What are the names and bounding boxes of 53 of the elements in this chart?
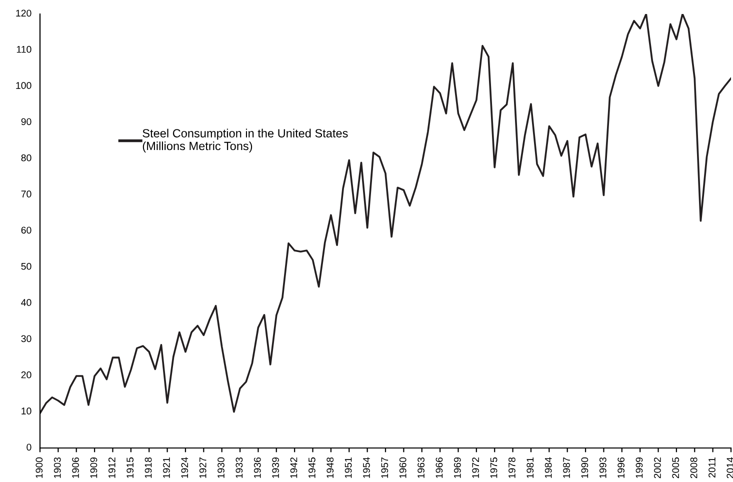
x-tick-label: 1990: [581, 457, 588, 478]
x-tick-label: 1945: [308, 457, 316, 478]
x-tick-label: 1939: [272, 457, 280, 478]
y-tick-label: 40: [21, 299, 32, 306]
x-tick-label: 1906: [72, 457, 79, 478]
x-tick-label: 1915: [126, 457, 134, 478]
x-tick-label: 1942: [290, 458, 298, 478]
x-tick-label: 1924: [181, 457, 188, 478]
x-tick-label: 1900: [36, 457, 43, 478]
x-tick-label: 1960: [399, 457, 406, 478]
x-tick-label: 1951: [344, 458, 352, 478]
y-tick-label: 100: [16, 82, 32, 89]
y-tick-label: 20: [21, 371, 32, 378]
x-tick-label: 1954: [363, 457, 370, 478]
x-tick-label: 1987: [563, 458, 570, 478]
x-tick-label: 1993: [599, 457, 606, 478]
x-tick-label: 1981: [526, 458, 534, 478]
x-tick-label: 1972: [472, 458, 480, 478]
x-tick-label: 1984: [544, 457, 552, 478]
y-tick-label: 60: [21, 226, 32, 234]
x-tick-label: 1936: [254, 457, 261, 478]
x-tick-label: 1927: [199, 458, 206, 478]
x-tick-label: 1933: [236, 457, 243, 478]
x-tick-label: 1930: [218, 457, 224, 478]
y-tick-label: 50: [21, 262, 32, 270]
x-tick-label: 2002: [654, 458, 661, 478]
x-tick-label: 2011: [708, 458, 716, 478]
legend-label: Steel Consumption in the United States (Millions Metric Tons): [142, 128, 348, 152]
line-series: [40, 14, 731, 414]
x-tick-label: 1999: [636, 457, 643, 478]
x-tick-label: 1969: [454, 457, 461, 478]
x-tick-label: 1978: [508, 457, 516, 478]
x-tick-label: 1957: [381, 458, 388, 478]
y-tick-label: 80: [21, 154, 32, 162]
x-tick-label: 1909: [90, 457, 98, 478]
x-tick-label: 1966: [436, 457, 443, 478]
x-tick-label: 1912: [108, 458, 116, 478]
x-tick-label: 2005: [672, 457, 680, 478]
y-tick-label: 10: [22, 408, 32, 414]
x-tick-label: 1903: [54, 457, 61, 478]
x-tick-label: 1921: [163, 458, 170, 478]
y-tick-label: 30: [21, 335, 32, 342]
x-tick-label: 1918: [144, 457, 152, 478]
y-tick-label: 120: [16, 10, 32, 17]
x-tick-label: 1963: [418, 457, 424, 478]
y-tick-label: 0: [26, 444, 32, 451]
x-tick-label: 1996: [618, 457, 625, 478]
y-tick-label: 70: [21, 190, 32, 198]
x-tick-label: 1948: [326, 457, 334, 478]
x-tick-label: 2008: [690, 457, 698, 478]
y-tick-label: 110: [16, 46, 32, 53]
x-tick-label: 1975: [490, 457, 498, 478]
y-tick-label: 90: [21, 118, 32, 126]
